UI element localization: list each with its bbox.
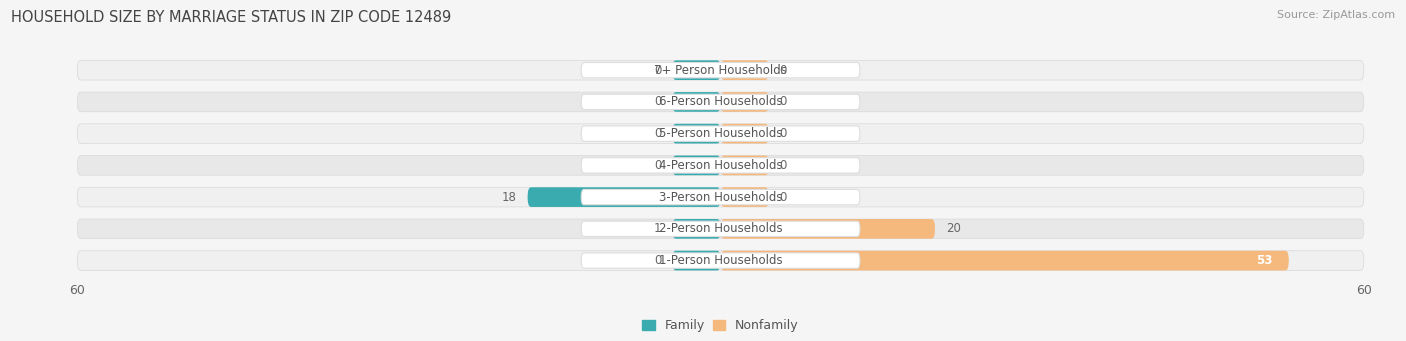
FancyBboxPatch shape	[581, 190, 860, 205]
Text: 7+ Person Households: 7+ Person Households	[654, 64, 787, 77]
Text: 3-Person Households: 3-Person Households	[659, 191, 782, 204]
FancyBboxPatch shape	[721, 92, 769, 112]
FancyBboxPatch shape	[77, 219, 1364, 239]
FancyBboxPatch shape	[721, 155, 769, 175]
Text: 0: 0	[779, 127, 787, 140]
FancyBboxPatch shape	[672, 251, 721, 270]
FancyBboxPatch shape	[77, 155, 1364, 175]
Text: 5-Person Households: 5-Person Households	[659, 127, 782, 140]
FancyBboxPatch shape	[672, 92, 721, 112]
FancyBboxPatch shape	[581, 253, 860, 268]
Text: 0: 0	[779, 159, 787, 172]
FancyBboxPatch shape	[721, 251, 1289, 270]
FancyBboxPatch shape	[721, 187, 769, 207]
FancyBboxPatch shape	[581, 221, 860, 237]
Text: 0: 0	[654, 64, 662, 77]
FancyBboxPatch shape	[581, 158, 860, 173]
Text: Source: ZipAtlas.com: Source: ZipAtlas.com	[1277, 10, 1395, 20]
FancyBboxPatch shape	[581, 62, 860, 78]
FancyBboxPatch shape	[672, 155, 721, 175]
Text: 0: 0	[779, 95, 787, 108]
FancyBboxPatch shape	[77, 124, 1364, 144]
FancyBboxPatch shape	[721, 124, 769, 144]
Text: 18: 18	[502, 191, 517, 204]
FancyBboxPatch shape	[721, 219, 935, 239]
Text: 1-Person Households: 1-Person Households	[659, 254, 782, 267]
FancyBboxPatch shape	[721, 60, 769, 80]
Legend: Family, Nonfamily: Family, Nonfamily	[637, 314, 804, 337]
Text: 4-Person Households: 4-Person Households	[659, 159, 782, 172]
Text: 2-Person Households: 2-Person Households	[659, 222, 782, 235]
FancyBboxPatch shape	[581, 94, 860, 109]
Text: 0: 0	[654, 127, 662, 140]
Text: 0: 0	[779, 191, 787, 204]
FancyBboxPatch shape	[527, 187, 721, 207]
FancyBboxPatch shape	[672, 60, 721, 80]
FancyBboxPatch shape	[77, 92, 1364, 112]
Text: 0: 0	[654, 159, 662, 172]
Text: 1: 1	[654, 222, 662, 235]
Text: 53: 53	[1257, 254, 1272, 267]
FancyBboxPatch shape	[672, 219, 721, 239]
Text: 6-Person Households: 6-Person Households	[659, 95, 782, 108]
Text: 0: 0	[779, 64, 787, 77]
Text: 0: 0	[654, 254, 662, 267]
FancyBboxPatch shape	[77, 187, 1364, 207]
FancyBboxPatch shape	[581, 126, 860, 141]
Text: 0: 0	[654, 95, 662, 108]
FancyBboxPatch shape	[77, 251, 1364, 270]
Text: 20: 20	[946, 222, 960, 235]
FancyBboxPatch shape	[672, 124, 721, 144]
FancyBboxPatch shape	[77, 60, 1364, 80]
Text: HOUSEHOLD SIZE BY MARRIAGE STATUS IN ZIP CODE 12489: HOUSEHOLD SIZE BY MARRIAGE STATUS IN ZIP…	[11, 10, 451, 25]
